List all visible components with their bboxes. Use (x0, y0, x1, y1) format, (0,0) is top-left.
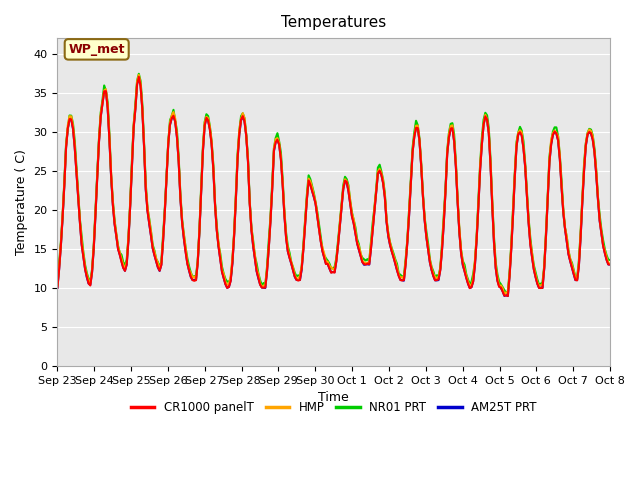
HMP (135, 72, 143, 78)
CR1000 panelT (54, 285, 61, 290)
HMP (606, 261, 614, 266)
NR01 PRT (502, 290, 510, 296)
HMP (452, 161, 460, 167)
AM25T PRT (606, 262, 614, 267)
Legend: CR1000 panelT, HMP, NR01 PRT, AM25T PRT: CR1000 panelT, HMP, NR01 PRT, AM25T PRT (126, 396, 541, 419)
Line: CR1000 panelT: CR1000 panelT (58, 77, 610, 296)
HMP (445, 132, 452, 137)
AM25T PRT (54, 285, 61, 291)
AM25T PRT (135, 74, 143, 80)
CR1000 panelT (511, 175, 518, 180)
CR1000 panelT (606, 262, 614, 267)
Line: HMP: HMP (58, 75, 610, 295)
NR01 PRT (542, 230, 550, 236)
AM25T PRT (452, 163, 460, 169)
NR01 PRT (341, 174, 349, 180)
CR1000 panelT (135, 74, 143, 80)
Y-axis label: Temperature ( C): Temperature ( C) (15, 149, 28, 255)
HMP (133, 79, 141, 84)
Title: Temperatures: Temperatures (281, 15, 387, 30)
AM25T PRT (445, 134, 452, 140)
AM25T PRT (542, 234, 550, 240)
NR01 PRT (606, 257, 614, 263)
NR01 PRT (452, 160, 460, 166)
CR1000 panelT (133, 82, 141, 87)
X-axis label: Time: Time (318, 391, 349, 404)
Text: WP_met: WP_met (68, 43, 125, 56)
CR1000 panelT (341, 178, 349, 183)
NR01 PRT (445, 130, 452, 136)
CR1000 panelT (445, 134, 452, 140)
HMP (341, 176, 349, 182)
CR1000 panelT (504, 293, 512, 299)
NR01 PRT (135, 71, 143, 77)
HMP (511, 172, 518, 178)
HMP (500, 292, 508, 298)
NR01 PRT (511, 170, 518, 176)
NR01 PRT (133, 78, 141, 84)
CR1000 panelT (542, 233, 550, 239)
AM25T PRT (504, 293, 512, 299)
CR1000 panelT (452, 164, 460, 169)
AM25T PRT (511, 174, 518, 180)
HMP (54, 283, 61, 288)
AM25T PRT (133, 81, 141, 87)
Line: NR01 PRT: NR01 PRT (58, 74, 610, 293)
Line: AM25T PRT: AM25T PRT (58, 77, 610, 296)
HMP (542, 231, 550, 237)
NR01 PRT (54, 282, 61, 288)
AM25T PRT (341, 178, 349, 184)
